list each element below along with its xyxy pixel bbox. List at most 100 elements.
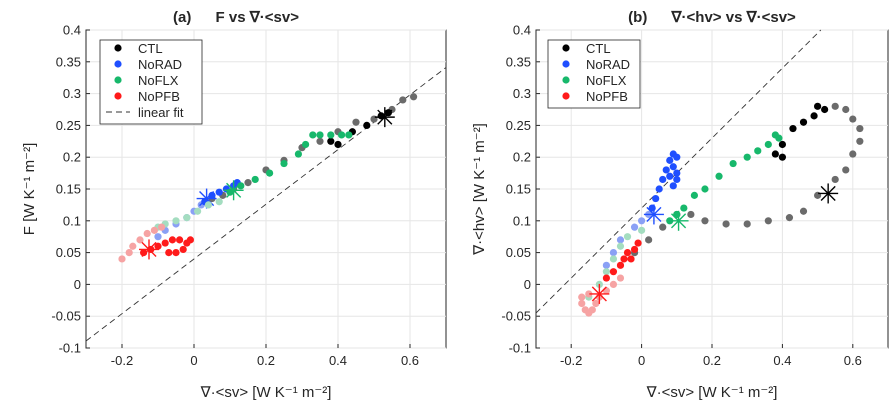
data-point [743,220,751,228]
data-point [251,175,259,184]
data-point [215,198,223,206]
data-point [129,242,137,250]
panel-b-ticks: -0.2 0 0.2 0.4 0.6 -0.1 -0.05 0 0.05 0.1 0.15 0.2 0.… [501,23,861,369]
data-point [592,299,600,308]
data-point [616,236,625,244]
data-point [701,217,709,225]
panel-a-ylabel: F [W K⁻¹ m⁻²] [21,143,38,235]
y-tick-label: 0.1 [513,213,531,228]
data-point [810,112,818,120]
data-point [176,236,184,244]
data-point [327,137,335,145]
legend-marker [114,60,122,68]
data-point [687,210,695,219]
data-point [775,134,783,142]
star-stroke [226,182,242,198]
data-point [399,96,407,104]
panel-a-fit [85,67,447,342]
data-point [179,245,187,254]
data-point [764,217,772,225]
y-tick-label: 0.2 [513,150,531,165]
y-tick-label: 0.35 [506,54,531,69]
star-marker [818,183,839,204]
data-point [690,191,699,199]
y-tick-label: 0.15 [56,182,81,197]
y-tick-label: 0.4 [63,23,81,38]
data-point [338,131,346,139]
data-point [316,131,324,139]
data-point [280,159,288,168]
data-point [194,207,202,215]
series-nopfb [578,239,642,317]
data-point [616,242,625,250]
data-point [609,249,618,257]
data-point [842,166,850,174]
legend-label: NoPFB [586,89,628,104]
data-point [778,153,787,161]
data-point [638,226,646,234]
data-point [666,156,674,164]
star-stroke [670,213,687,229]
data-point [673,169,681,177]
panel-a-points [118,93,418,263]
data-point [302,140,310,149]
data-point [215,188,223,196]
star-marker [589,283,610,304]
data-point [150,226,158,234]
data-point [856,137,864,145]
data-point [662,166,670,174]
data-point [309,131,317,139]
x-tick-label: 0.6 [844,353,862,368]
x-tick-label: 0.2 [703,353,721,368]
data-point [204,201,212,209]
data-point [616,274,625,282]
data-point [316,137,324,145]
star-marker [139,239,159,260]
panel-b-label: (b) [628,9,647,26]
data-point [616,261,625,269]
panel-a-ticks: -0.2 0 0.2 0.4 0.6 -0.1 -0.05 0 0.05 0.1 0.15 0.2 0.… [51,23,419,369]
data-point [831,175,839,184]
legend-marker [114,76,122,84]
series-ctl [630,102,864,257]
panel-a-xlabel: ∇·<sv> [W K⁻¹ m⁻²] [200,384,332,401]
data-point [161,239,169,247]
data-point [842,105,850,114]
legend-marker [114,44,122,52]
data-point [799,207,808,215]
y-tick-label: 0.3 [513,86,531,101]
data-point [186,236,194,244]
y-tick-label: 0.05 [56,245,81,260]
data-point [645,236,653,244]
series-norad [602,150,681,269]
legend-label: NoFLX [586,73,627,88]
panel-b-xlabel: ∇·<sv> [W K⁻¹ m⁻²] [646,384,778,401]
data-point [743,153,751,161]
y-tick-label: 0.2 [63,150,81,165]
data-point [754,147,762,155]
data-point [627,255,635,263]
data-point [764,140,772,149]
panel-b-points [578,102,864,317]
y-tick-label: 0 [524,277,531,292]
star-marker [643,204,664,225]
data-point [334,140,342,149]
data-point [831,102,839,110]
data-point [158,223,166,231]
data-point [715,172,723,180]
x-tick-label: -0.2 [111,353,133,368]
star-stroke [591,286,607,302]
y-tick-label: -0.05 [51,309,81,324]
data-point [578,299,586,308]
data-point [244,179,252,187]
legend-marker [562,44,570,52]
star-stroke [141,241,157,257]
data-point [168,236,176,244]
data-point [140,249,148,257]
panel-a: (a) F vs ∇·<sv> -0.2 0 0.2 0.4 0.6 -0.1 -0.05 0… [21,9,447,401]
